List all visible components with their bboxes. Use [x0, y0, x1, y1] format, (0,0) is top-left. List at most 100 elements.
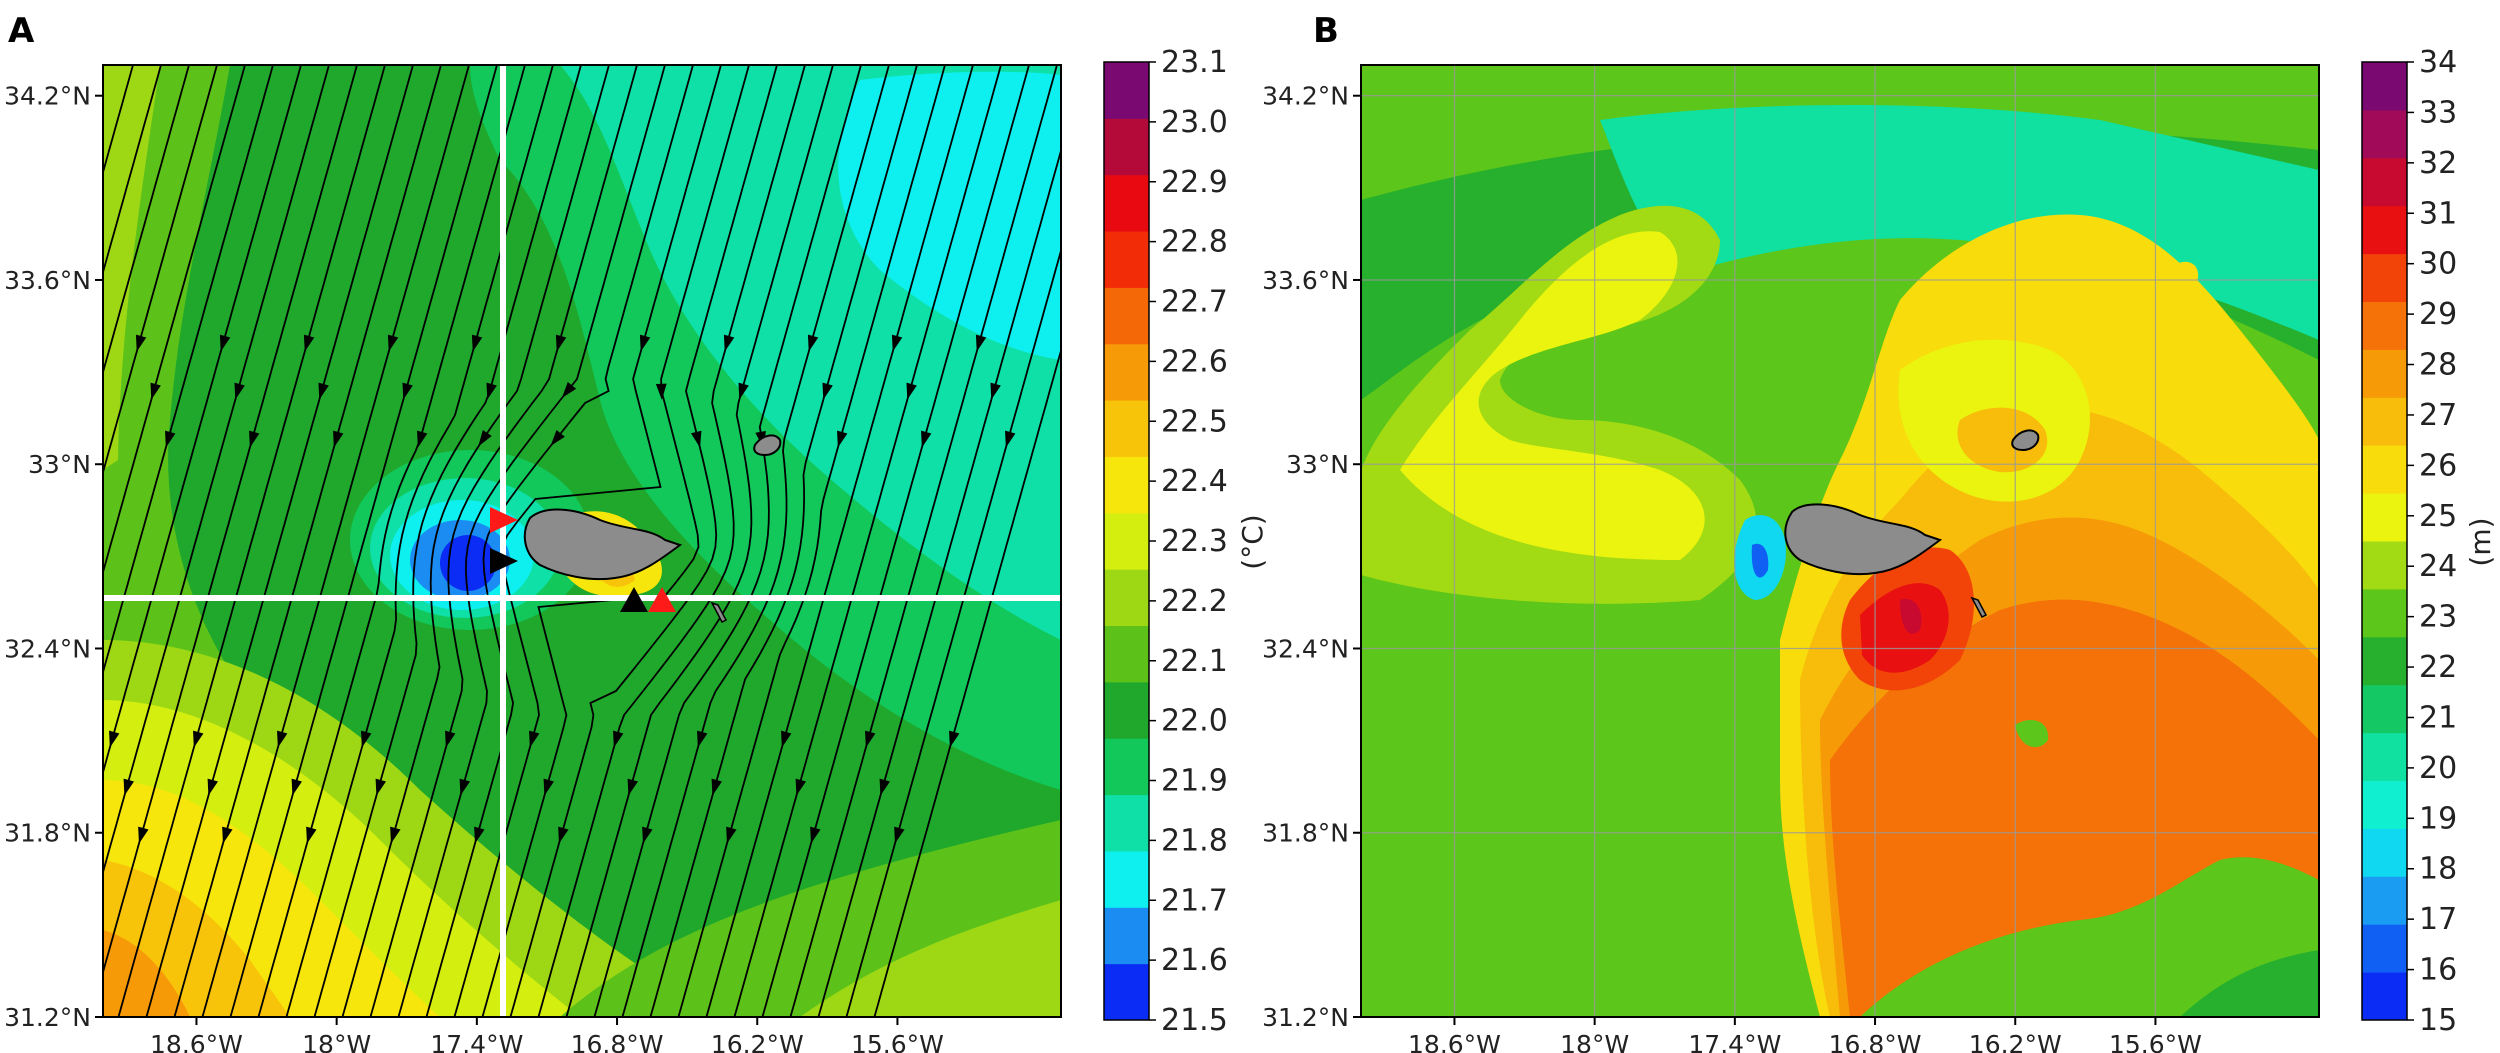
colorbar-cell: [1104, 681, 1149, 739]
streamline: [873, 347, 1061, 1017]
panel-a-colorbar: 21.5 21.6 21.7 21.8 21.9 22.0 22.1 22.2 22.3 22.4…: [1103, 45, 1228, 1038]
streamline-arrow: [975, 334, 987, 352]
streamline-arrow: [109, 730, 120, 748]
colorbar-tick-label: 26: [2419, 448, 2457, 483]
streamline-arrow: [25, 731, 35, 748]
colorbar-tick-label: 29: [2419, 297, 2457, 332]
panel-a-streamlines: [25, 65, 1061, 1017]
colorbar-tick-label: 21.8: [1161, 823, 1228, 858]
streamline-arrow: [627, 778, 638, 796]
streamline: [229, 65, 498, 1017]
colorbar-cell: [1104, 794, 1149, 852]
panel-a-colorbar-label: (°C): [1236, 514, 1269, 569]
streamline-arrow: [837, 430, 848, 448]
streamline-arrow: [291, 778, 302, 796]
colorbar-tick-label: 27: [2419, 398, 2457, 433]
streamline-arrow: [550, 430, 565, 447]
y-tick-label: 33°N: [28, 450, 91, 479]
colorbar-tick-label: 21.6: [1161, 943, 1228, 978]
streamline-arrow: [402, 382, 413, 400]
colorbar-tick-label: 24: [2419, 549, 2457, 584]
streamline-arrow: [277, 730, 288, 748]
colorbar-cell: [2362, 924, 2407, 973]
streamline-arrow: [474, 826, 485, 844]
colorbar-cell: [2362, 62, 2407, 111]
streamline-arrow: [711, 778, 722, 796]
x-tick-label: 17.4°W: [1688, 1030, 1781, 1053]
colorbar-tick-label: 16: [2419, 953, 2457, 988]
streamline-arrow: [459, 778, 470, 796]
colorbar-cell: [1104, 456, 1149, 514]
streamline: [397, 65, 666, 1017]
colorbar-cell: [2362, 732, 2407, 781]
y-tick-label: 33.6°N: [1262, 266, 1349, 295]
colorbar-cell: [1104, 343, 1149, 401]
x-tick-label: 16.2°W: [711, 1030, 804, 1053]
streamline: [103, 65, 218, 476]
streamline-arrow: [478, 430, 492, 447]
x-tick-label: 16.8°W: [1829, 1030, 1922, 1053]
colorbar-tick-label: 25: [2419, 499, 2457, 534]
colorbar-tick-label: 21.5: [1161, 1003, 1228, 1038]
red-marker-south: [648, 587, 676, 612]
colorbar-tick-label: 21.7: [1161, 883, 1228, 918]
streamline-arrow: [390, 826, 401, 844]
streamline: [103, 65, 274, 676]
streamline-arrow: [558, 826, 569, 844]
streamline: [103, 65, 330, 876]
x-tick-label: 17.4°W: [430, 1030, 523, 1053]
streamline: [117, 65, 386, 1017]
y-tick-label: 31.8°N: [1262, 819, 1349, 848]
streamline-arrow: [543, 778, 554, 796]
colorbar-tick-label: 22: [2419, 650, 2457, 685]
streamline-arrow: [990, 382, 1001, 400]
streamline-arrow: [150, 382, 161, 400]
streamline-arrow: [66, 383, 76, 400]
streamline-arrow: [234, 382, 245, 400]
streamline: [313, 65, 582, 1017]
streamline-arrow: [810, 826, 821, 844]
porto-santo-island-b: [2011, 429, 2040, 452]
colorbar-tick-label: 28: [2419, 348, 2457, 383]
colorbar-tick-label: 20: [2419, 751, 2457, 786]
streamline-arrow: [52, 335, 62, 352]
streamline: [761, 65, 1030, 1017]
streamline: [103, 65, 162, 276]
colorbar-tick-label: 30: [2419, 247, 2457, 282]
streamline-arrow: [879, 778, 890, 796]
streamline: [817, 147, 1061, 1017]
cross-section-lines: [103, 65, 1061, 1017]
colorbar-tick-label: 17: [2419, 902, 2457, 937]
streamline-arrow: [249, 430, 260, 448]
colorbar-cell: [2362, 972, 2407, 1021]
streamline-arrow: [697, 730, 708, 748]
panel-b-islands: [1784, 429, 2040, 618]
colorbar-cell: [2362, 588, 2407, 638]
streamline: [257, 65, 526, 1017]
colorbar-cell: [2362, 876, 2407, 925]
red-marker-west: [490, 507, 518, 533]
panel-b-colorbar-label: (m): [2464, 517, 2497, 566]
streamline-arrow: [865, 730, 876, 748]
streamline-arrow: [333, 430, 344, 448]
colorbar-cell: [1104, 963, 1149, 1021]
colorbar-tick-label: 32: [2419, 146, 2457, 181]
streamline: [173, 65, 442, 1017]
colorbar-tick-label: 33: [2419, 95, 2457, 130]
colorbar-cell: [1104, 400, 1149, 457]
desertas-island-b: [1970, 596, 1988, 618]
streamline-arrow: [471, 334, 483, 352]
streamline: [537, 65, 806, 1017]
colorbar-cell: [1104, 738, 1149, 796]
streamline-arrow: [906, 382, 917, 400]
streamline: [649, 65, 918, 1017]
panel-b-letter: B: [1313, 11, 1339, 51]
streamline-arrow: [222, 826, 233, 844]
streamline: [705, 65, 974, 1017]
panel-b-gridlines: [1361, 65, 2319, 1017]
streamline: [509, 65, 778, 1017]
streamline: [733, 65, 1002, 1017]
black-marker-west: [490, 548, 518, 574]
colorbar-cell: [2362, 828, 2407, 877]
